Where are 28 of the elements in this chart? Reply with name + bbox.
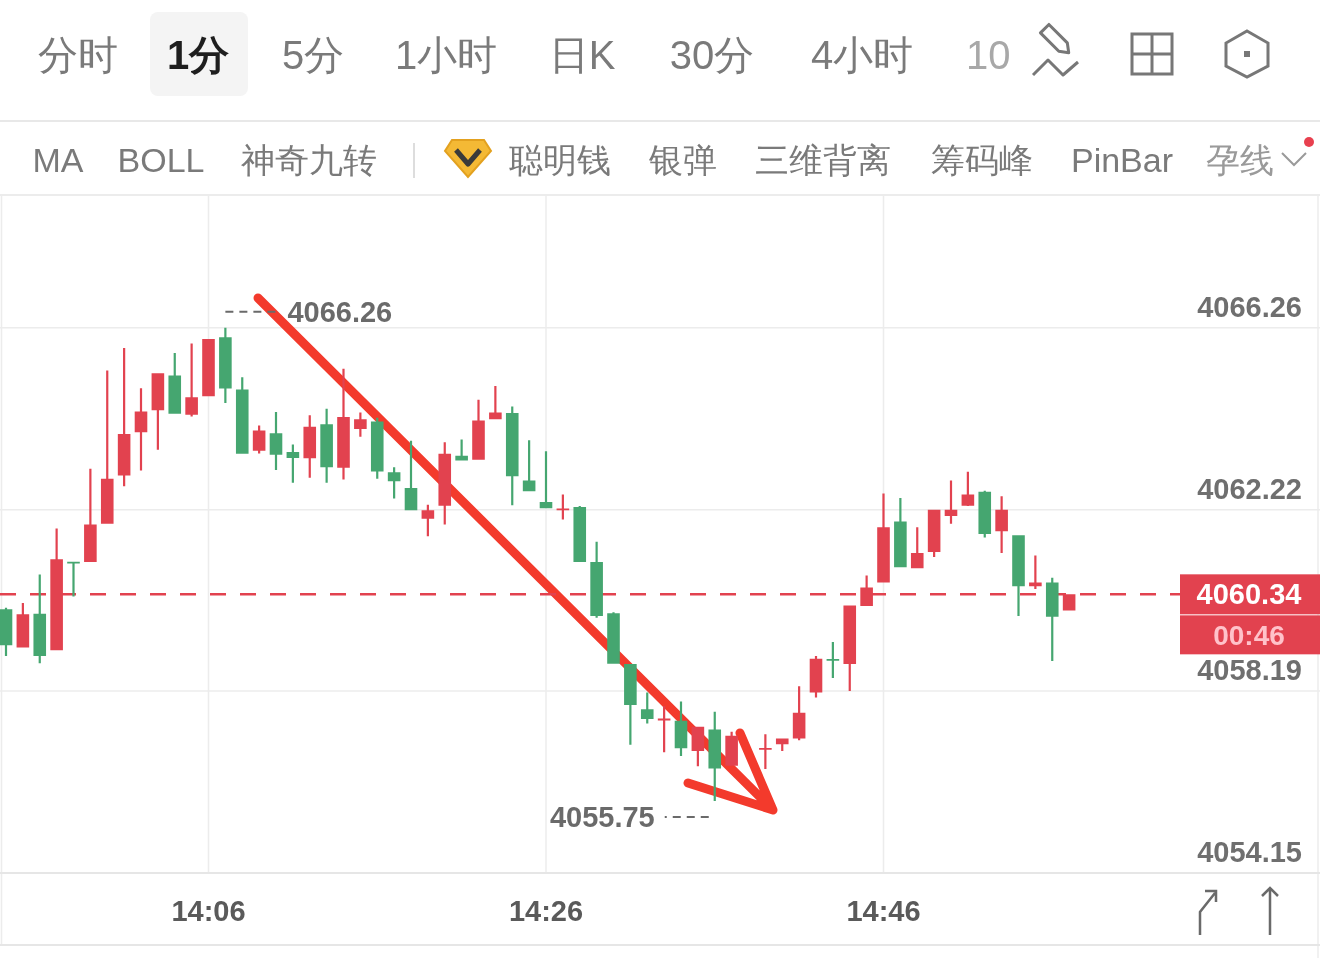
text: 银弹: [648, 141, 717, 179]
text: 孕线: [1206, 141, 1274, 179]
text: 5分: [281, 33, 345, 77]
text: 4小时: [810, 33, 914, 77]
text: 30分: [669, 33, 755, 77]
y-tick-label: 4066.26: [1197, 290, 1302, 323]
text: 10: [966, 33, 1011, 77]
x-tick-label: 14:06: [171, 895, 246, 927]
y-tick-label: 4058.19: [1197, 654, 1302, 687]
text: PinBar: [1070, 141, 1174, 179]
text: 三维背离: [755, 141, 891, 179]
text: 00:46: [1213, 620, 1285, 652]
y-tick-label: 4062.22: [1197, 472, 1302, 505]
text: 1分: [166, 33, 230, 77]
text: 分时: [38, 33, 118, 77]
annotation: 4066.26: [287, 295, 393, 328]
text: BOLL: [117, 141, 205, 179]
text: MA: [32, 141, 84, 179]
text: 聪明钱: [509, 141, 611, 179]
x-tick-label: 14:26: [508, 895, 584, 927]
text: 神奇九转: [241, 141, 377, 179]
x-tick-label: 14:46: [846, 895, 921, 927]
text: 1小时: [394, 33, 498, 77]
text: 日K: [548, 33, 616, 77]
y-tick-label: 4054.15: [1197, 836, 1302, 868]
ref-line-label: 4060.34: [1196, 578, 1302, 611]
annotation: 4055.75: [549, 800, 655, 833]
text: 筹码峰: [931, 141, 1033, 179]
